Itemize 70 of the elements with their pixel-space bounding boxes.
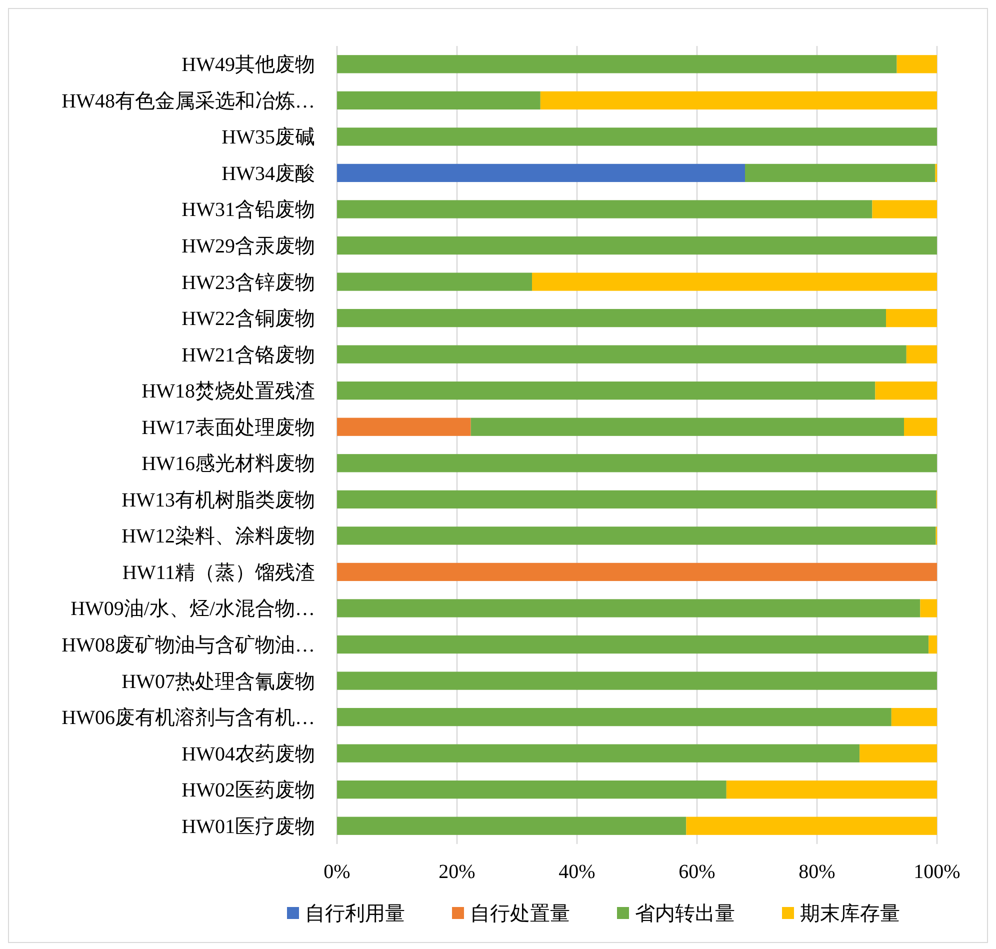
bar: [860, 744, 937, 762]
bar: [337, 128, 937, 146]
bar: [337, 382, 876, 400]
bar: [745, 164, 936, 182]
bar: [726, 780, 937, 799]
y-tick-label: HW23含锌废物: [182, 272, 315, 294]
bar: [906, 345, 937, 364]
bar: [896, 55, 937, 74]
bar: [872, 200, 937, 218]
y-tick-label: HW49其他废物: [182, 54, 315, 76]
bar: [532, 272, 937, 291]
y-tick-label: HW18焚烧处置残渣: [142, 380, 315, 403]
bar: [337, 635, 929, 654]
bar: [337, 418, 471, 436]
y-tick-label: HW04农药废物: [182, 743, 315, 766]
x-tick-label: 60%: [678, 861, 716, 883]
bar: [920, 599, 937, 618]
y-tick-label: HW35废碱: [222, 126, 315, 149]
bar: [337, 562, 937, 582]
bar: [686, 816, 937, 835]
bar: [337, 744, 860, 762]
bar: [875, 382, 937, 400]
bar: [337, 780, 726, 799]
bar: [337, 454, 937, 472]
bar: [337, 91, 540, 110]
bar: [470, 418, 904, 436]
y-tick-label: HW16感光材料废物: [142, 453, 315, 476]
bar: [337, 816, 686, 835]
bar: [540, 91, 937, 110]
y-tick-label: HW01医疗废物: [182, 816, 315, 838]
x-tick-label: 80%: [798, 861, 836, 883]
bar: [891, 708, 937, 726]
y-tick-label: HW02医药废物: [182, 780, 315, 802]
bar: [886, 308, 937, 328]
bar: [337, 599, 920, 618]
legend-label: 期末库存量: [800, 903, 900, 925]
y-tick-label: HW34废酸: [222, 162, 315, 185]
y-tick-label: HW11精（蒸）馏残渣: [122, 562, 315, 584]
y-tick-label: HW21含铬废物: [182, 344, 315, 366]
x-tick-label: 100%: [914, 861, 960, 883]
legend-label: 自行利用量: [305, 903, 405, 925]
legend-label: 自行处置量: [470, 903, 570, 925]
y-tick-label: HW17表面处理废物: [142, 416, 315, 439]
y-tick-label: HW29含汞废物: [182, 236, 315, 258]
y-tick-label: HW08废矿物油与含矿物油…: [62, 634, 315, 656]
x-tick-label: 20%: [438, 861, 476, 883]
bar: [337, 490, 936, 508]
bar: [928, 635, 937, 654]
y-tick-label: HW22含铜废物: [182, 308, 315, 330]
y-tick-label: HW12染料、涂料废物: [122, 526, 315, 548]
y-tick-label: HW31含铅废物: [182, 199, 315, 222]
bar: [337, 708, 892, 726]
y-tick-label: HW09油/水、烃/水混合物…: [70, 598, 315, 620]
bar: [337, 345, 906, 364]
y-tick-label: HW06废有机溶剂与含有机…: [62, 707, 315, 730]
bar: [337, 200, 872, 218]
bar: [337, 236, 937, 255]
x-tick-label: 40%: [558, 861, 596, 883]
bar: [337, 164, 745, 182]
y-tick-label: HW48有色金属采选和冶炼…: [62, 90, 315, 112]
legend-label: 省内转出量: [635, 903, 735, 925]
x-tick-label: 0%: [324, 861, 350, 883]
y-tick-label: HW13有机树脂类废物: [122, 489, 315, 512]
y-tick-label: HW07热处理含氰废物: [122, 670, 315, 693]
bar: [337, 272, 532, 291]
bar: [337, 526, 936, 545]
bar: [904, 418, 937, 436]
bar: [337, 308, 886, 328]
bar: [337, 55, 897, 74]
bar: [337, 672, 937, 690]
